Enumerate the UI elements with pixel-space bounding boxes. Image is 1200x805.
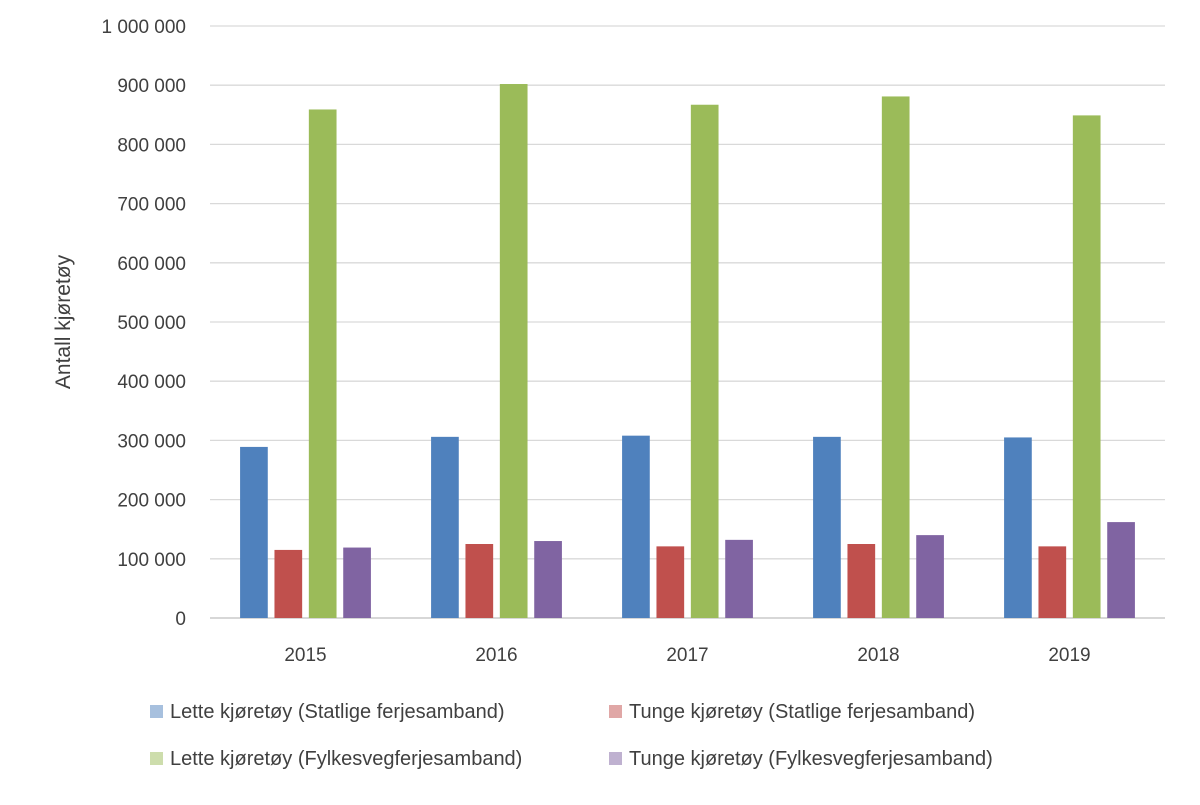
y-axis-ticks: 0 100 000 200 000 300 000 400 000 500 000 600 … — [101, 17, 186, 630]
bar — [1004, 437, 1032, 618]
y-axis-label: Antall kjøretøy — [52, 254, 75, 389]
bar — [534, 541, 562, 618]
legend-swatch — [609, 752, 622, 765]
bar — [1072, 115, 1101, 618]
bar — [431, 436, 459, 618]
x-tick-label: 2015 — [284, 645, 326, 666]
y-tick-label: 100 000 — [117, 550, 186, 571]
x-tick-label: 2017 — [666, 645, 708, 666]
x-tick-label: 2019 — [1048, 645, 1090, 666]
legend-label: Tunge kjøretøy (Statlige ferjesamband) — [629, 701, 975, 723]
bar — [240, 446, 268, 618]
legend-swatch — [609, 705, 622, 718]
bar — [622, 435, 650, 618]
bar — [1038, 546, 1067, 618]
y-tick-label: 900 000 — [117, 76, 186, 97]
bar — [499, 84, 528, 619]
y-tick-label: 600 000 — [117, 254, 186, 275]
y-tick-label: 400 000 — [117, 372, 186, 393]
bar — [847, 544, 876, 618]
bar — [343, 547, 371, 618]
y-tick-label: 800 000 — [117, 135, 186, 156]
legend-swatch — [150, 705, 163, 718]
bar — [725, 539, 753, 618]
x-tick-label: 2018 — [857, 645, 899, 666]
y-tick-label: 0 — [175, 609, 186, 630]
legend-label: Lette kjøretøy (Fylkesvegferjesamband) — [170, 748, 522, 770]
legend-label: Lette kjøretøy (Statlige ferjesamband) — [170, 701, 505, 723]
y-tick-label: 700 000 — [117, 195, 186, 216]
y-tick-label: 1 000 000 — [101, 17, 186, 38]
y-tick-label: 500 000 — [117, 313, 186, 334]
x-axis-ticks: 2015 2016 2017 2018 2019 — [284, 645, 1090, 666]
y-tick-label: 200 000 — [117, 491, 186, 512]
bar — [916, 535, 944, 618]
legend: Lette kjøretøy (Statlige ferjesamband) Tu… — [150, 701, 993, 770]
bar — [690, 104, 719, 618]
bar — [881, 96, 910, 618]
bars — [240, 84, 1135, 619]
y-tick-label: 300 000 — [117, 431, 186, 452]
bar — [274, 549, 303, 618]
bar — [308, 109, 337, 619]
bar — [1107, 522, 1135, 618]
x-tick-label: 2016 — [475, 645, 517, 666]
legend-swatch — [150, 752, 163, 765]
bar — [813, 436, 841, 618]
bar — [465, 544, 494, 618]
legend-label: Tunge kjøretøy (Fylkesvegferjesamband) — [629, 748, 993, 770]
bar — [656, 546, 685, 618]
